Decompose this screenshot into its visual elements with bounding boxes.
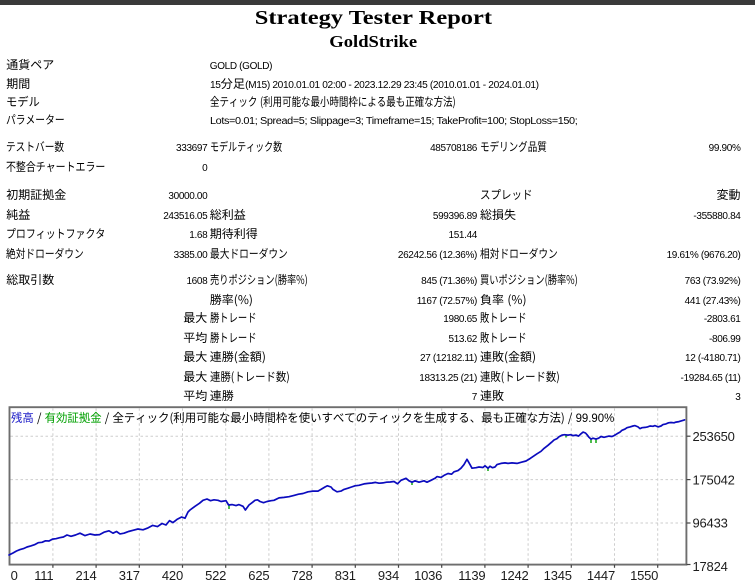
svg-text:96433: 96433: [693, 516, 728, 531]
svg-text:214: 214: [76, 568, 97, 582]
svg-text:728: 728: [292, 568, 313, 582]
svg-text:1345: 1345: [544, 568, 572, 582]
svg-text:522: 522: [205, 568, 226, 582]
svg-text:1242: 1242: [500, 568, 528, 582]
svg-text:1550: 1550: [630, 568, 658, 582]
svg-text:253650: 253650: [693, 429, 735, 444]
svg-text:1447: 1447: [587, 568, 615, 582]
svg-text:0: 0: [11, 568, 18, 582]
svg-text:420: 420: [162, 568, 183, 582]
svg-text:175042: 175042: [693, 472, 735, 487]
svg-text:831: 831: [335, 568, 356, 582]
svg-text:1139: 1139: [458, 568, 485, 582]
svg-text:17824: 17824: [693, 559, 728, 574]
svg-text:317: 317: [119, 568, 140, 582]
svg-text:934: 934: [378, 568, 399, 582]
svg-text:625: 625: [248, 568, 269, 582]
svg-text:111: 111: [34, 568, 53, 582]
svg-text:1036: 1036: [414, 568, 442, 582]
